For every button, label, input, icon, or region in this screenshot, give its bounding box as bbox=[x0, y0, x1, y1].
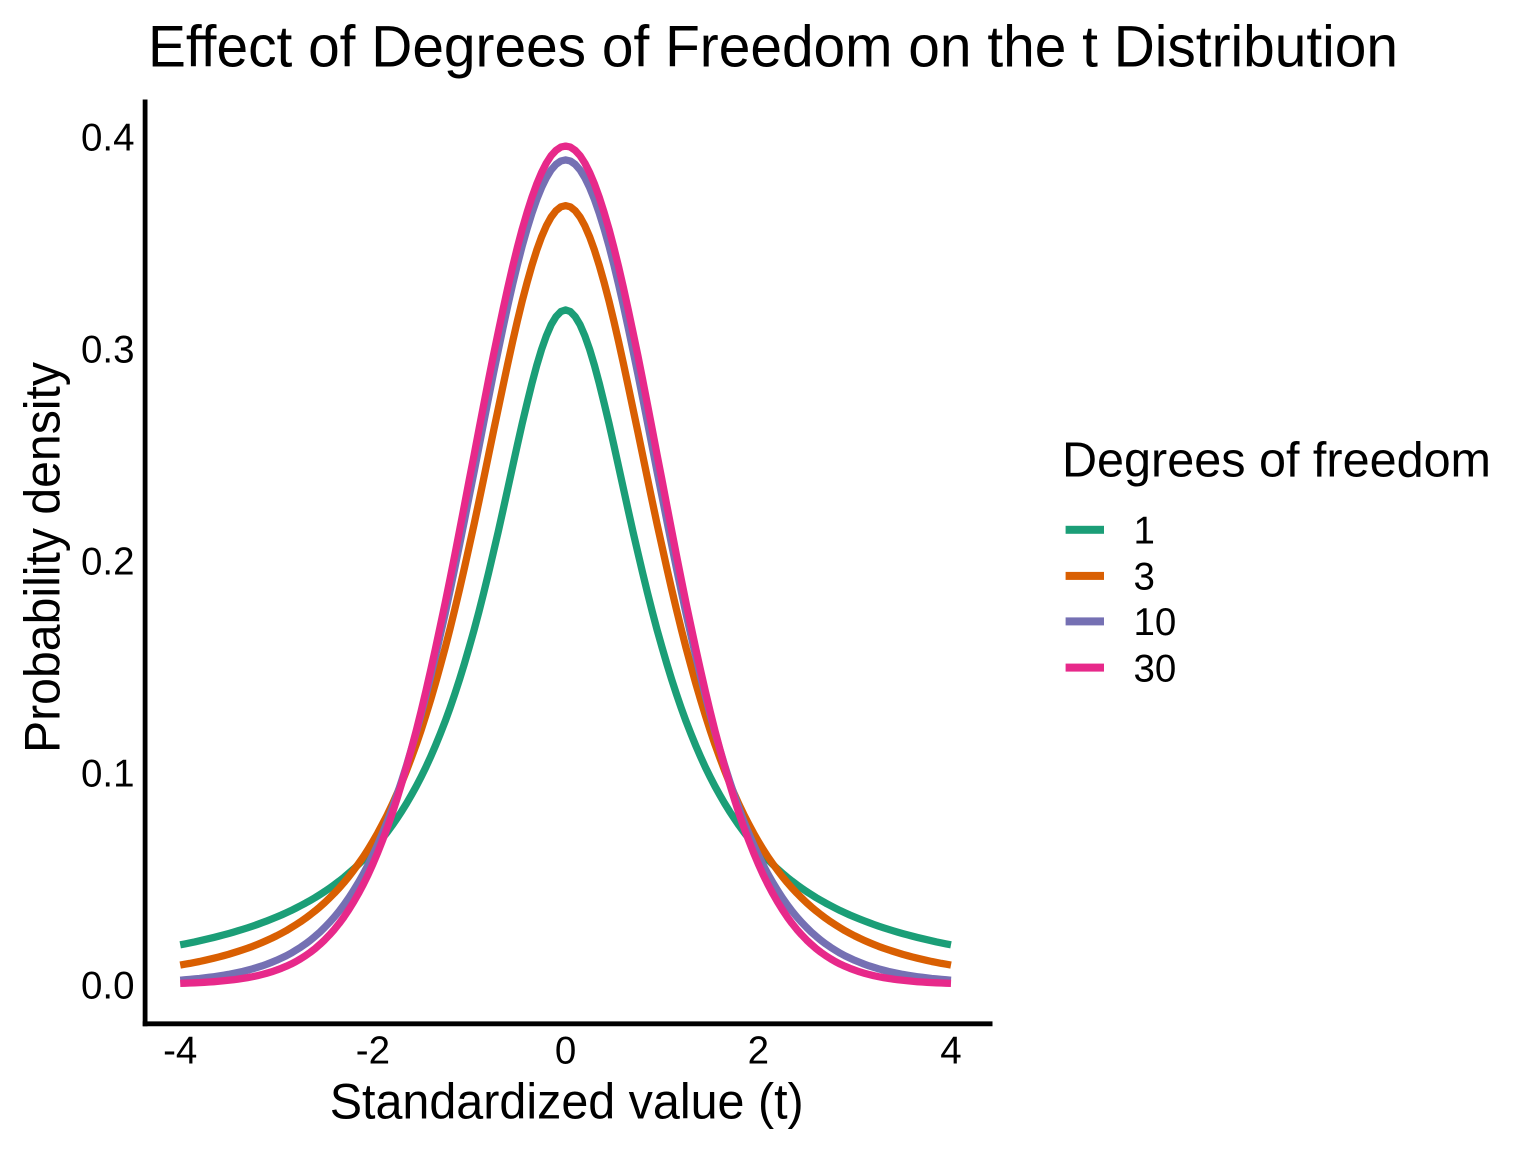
svg-text:0.3: 0.3 bbox=[81, 329, 135, 372]
svg-text:30: 30 bbox=[1134, 647, 1177, 690]
svg-text:Degrees of freedom: Degrees of freedom bbox=[1062, 434, 1491, 488]
svg-text:3: 3 bbox=[1134, 556, 1155, 599]
svg-text:Standardized value (t): Standardized value (t) bbox=[330, 1073, 804, 1130]
svg-text:0.2: 0.2 bbox=[81, 540, 135, 583]
svg-text:-4: -4 bbox=[163, 1029, 197, 1072]
svg-text:1: 1 bbox=[1134, 510, 1155, 553]
svg-text:2: 2 bbox=[748, 1029, 769, 1072]
svg-text:Probability density: Probability density bbox=[14, 361, 71, 753]
svg-text:0: 0 bbox=[555, 1029, 576, 1072]
svg-text:10: 10 bbox=[1134, 601, 1177, 644]
svg-text:Effect of Degrees of Freedom o: Effect of Degrees of Freedom on the t Di… bbox=[148, 14, 1398, 79]
svg-text:0.1: 0.1 bbox=[81, 752, 135, 795]
svg-text:0.4: 0.4 bbox=[81, 117, 135, 160]
svg-text:-2: -2 bbox=[356, 1029, 390, 1072]
svg-text:0.0: 0.0 bbox=[81, 964, 135, 1007]
svg-text:4: 4 bbox=[940, 1029, 961, 1072]
